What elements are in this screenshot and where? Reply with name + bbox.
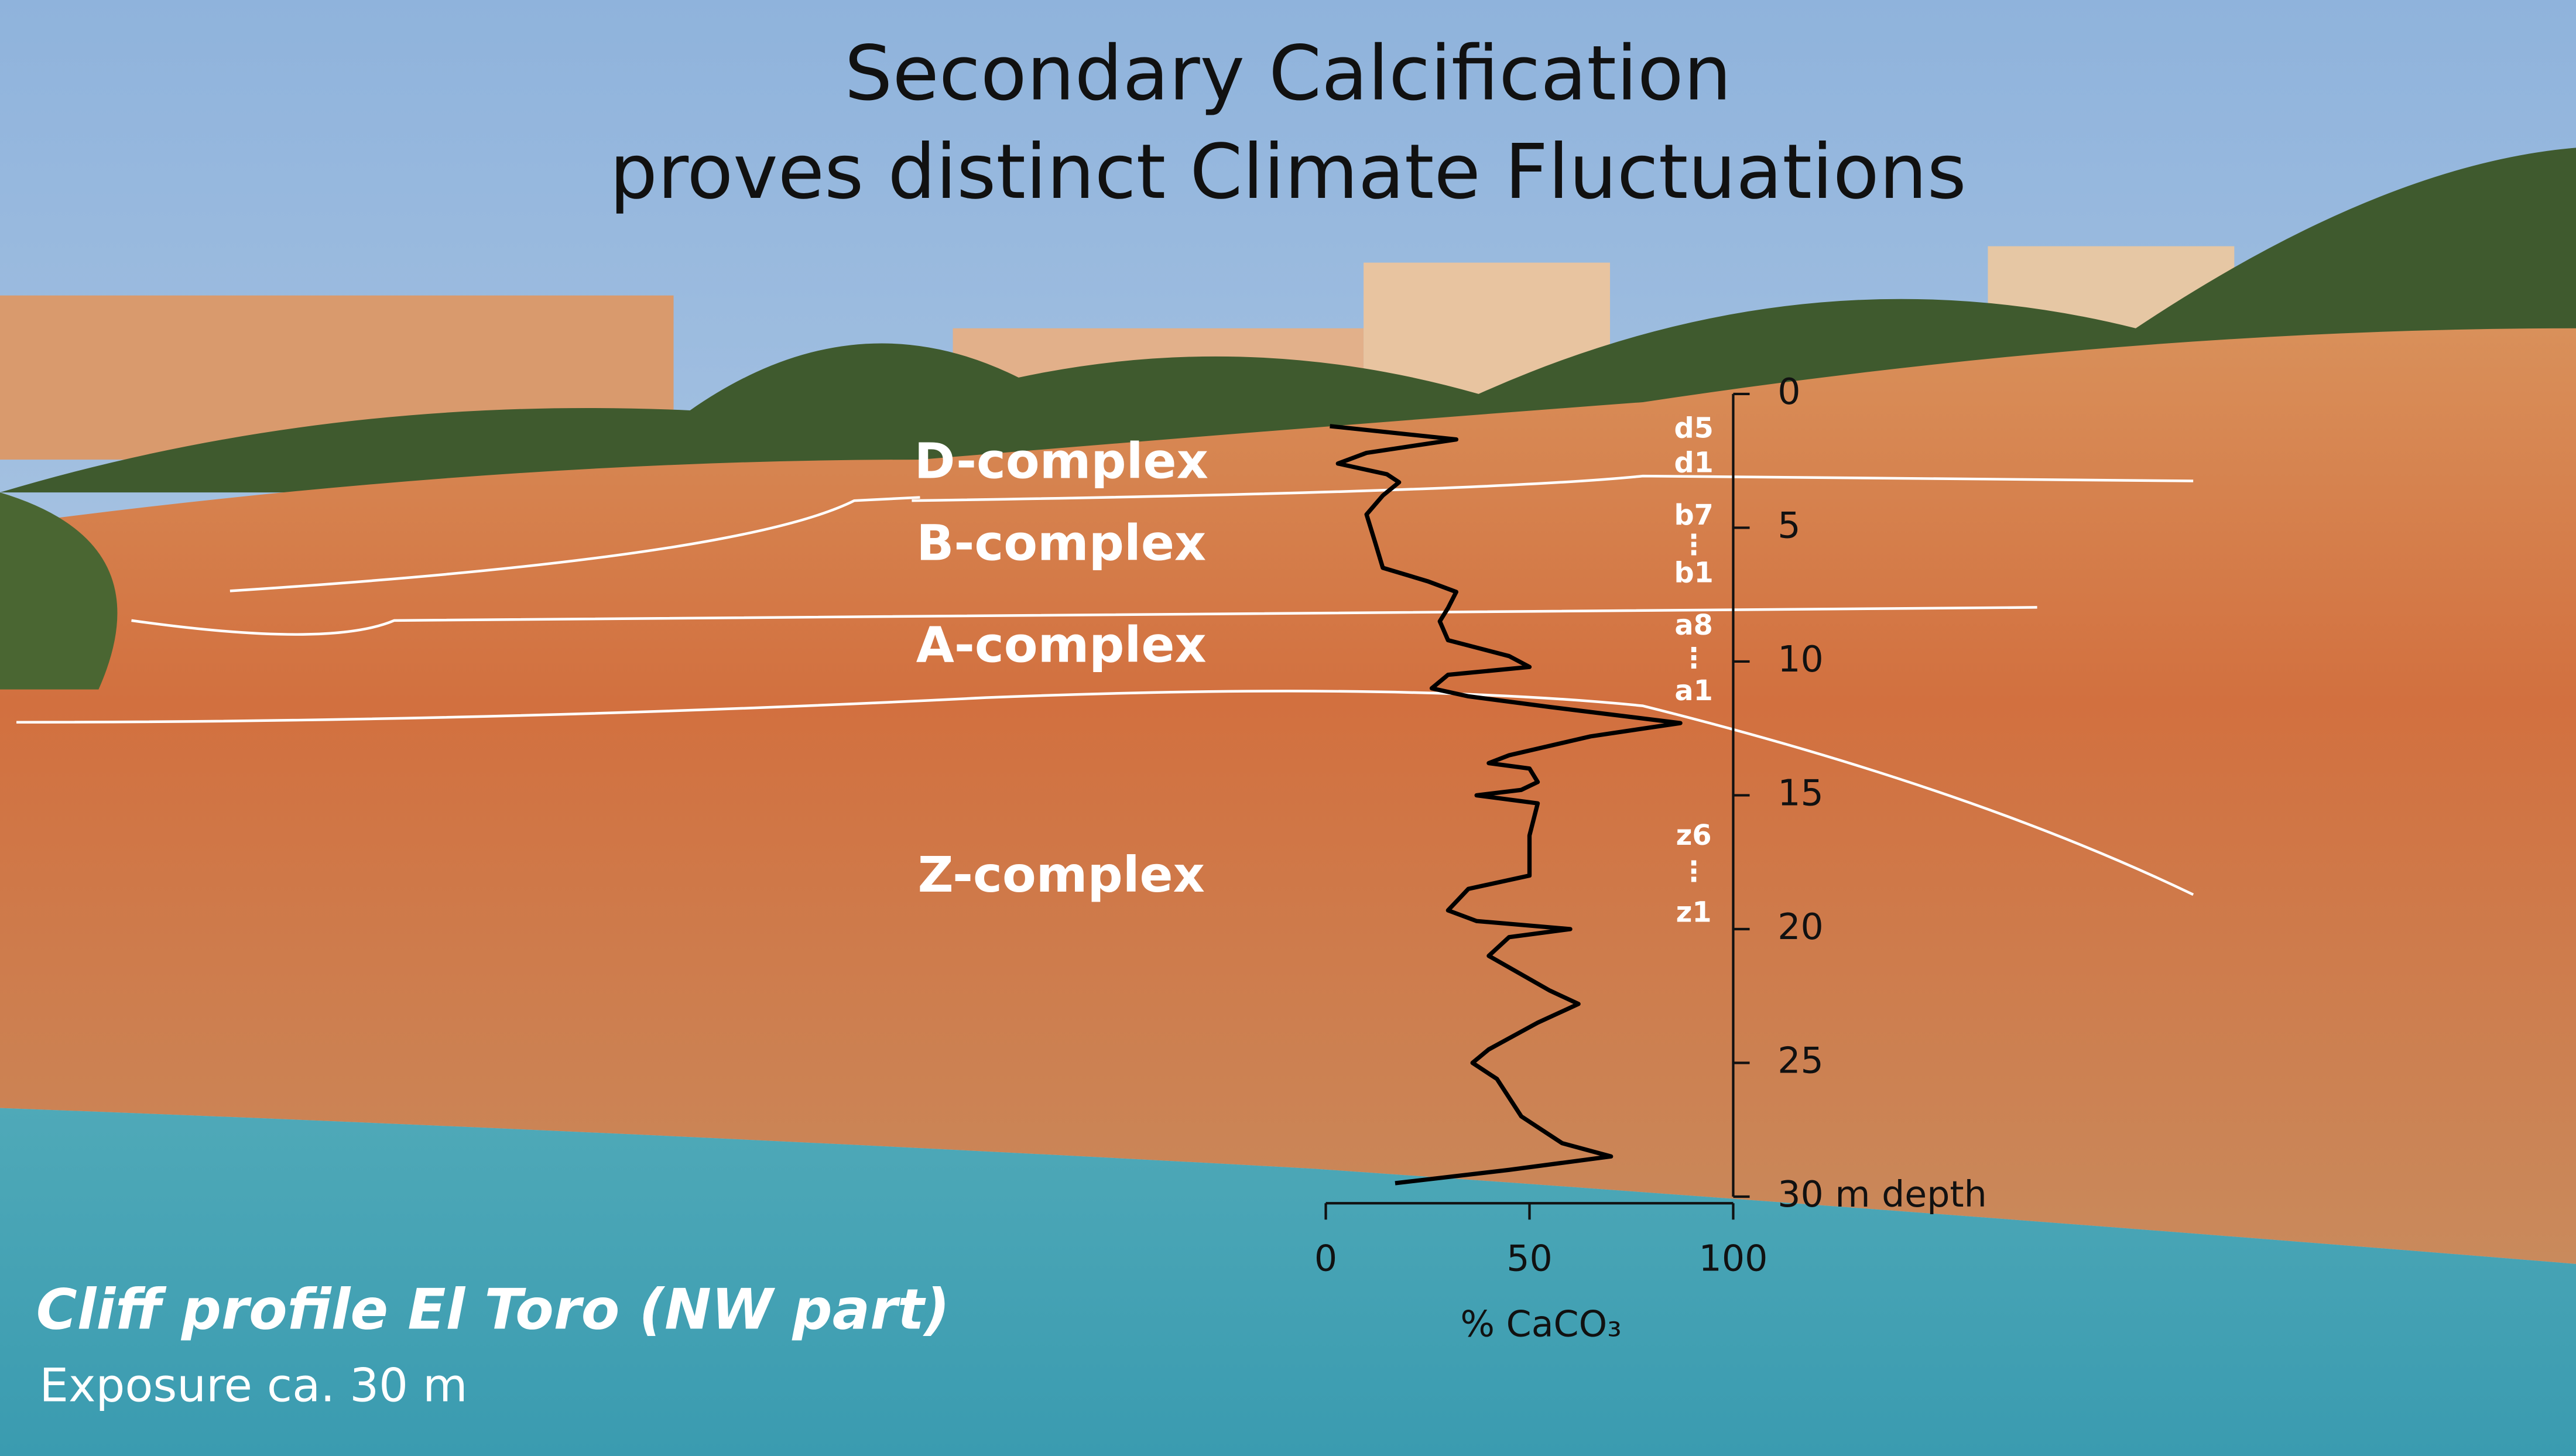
depth-tick-label: 0: [1777, 371, 1800, 413]
complex-label: A-complex: [916, 616, 1207, 673]
unit-label: b1: [1674, 557, 1713, 589]
unit-label: ⋮: [1680, 642, 1708, 674]
caco3-line: [1330, 424, 1683, 1186]
unit-label: z1: [1676, 897, 1712, 929]
unit-label: a8: [1674, 609, 1712, 642]
value-tick-label: 100: [1699, 1237, 1768, 1279]
value-tick-label: 0: [1314, 1237, 1337, 1279]
caption-title: Cliff profile El Toro (NW part): [36, 1277, 950, 1342]
unit-label: ⋮: [1680, 856, 1708, 888]
caption-subtitle: Exposure ca. 30 m: [39, 1359, 467, 1413]
plot: 0 5 10 15 20 25 30 m depth 0 50 100 % CaCO₃ D-compl…: [36, 371, 1987, 1412]
unit-label: b7: [1674, 499, 1713, 532]
unit-label: ⋮: [1680, 529, 1708, 561]
chart-title: Secondary Calcification: [844, 30, 1731, 118]
depth-tick-label: 20: [1777, 906, 1824, 948]
unit-label: d5: [1674, 413, 1713, 445]
depth-tick-label: 5: [1777, 505, 1800, 547]
unit-label: d1: [1674, 447, 1713, 479]
depth-tick-label: 10: [1777, 638, 1824, 680]
depth-tick-label: 15: [1777, 772, 1824, 814]
value-tick-label: 50: [1506, 1237, 1553, 1279]
chart-title: proves distinct Climate Fluctuations: [609, 128, 1967, 216]
complex-label: Z-complex: [918, 846, 1205, 903]
complex-label: D-complex: [914, 432, 1208, 489]
unit-label: a1: [1674, 675, 1712, 707]
depth-tick-label: 30 m depth: [1777, 1173, 1987, 1215]
complex-label: B-complex: [916, 515, 1206, 572]
unit-label: z6: [1676, 820, 1712, 852]
axis-label: % CaCO₃: [1460, 1303, 1622, 1345]
depth-tick-label: 25: [1777, 1040, 1824, 1082]
title-group: Secondary Calcification proves distinct C…: [609, 30, 1967, 216]
